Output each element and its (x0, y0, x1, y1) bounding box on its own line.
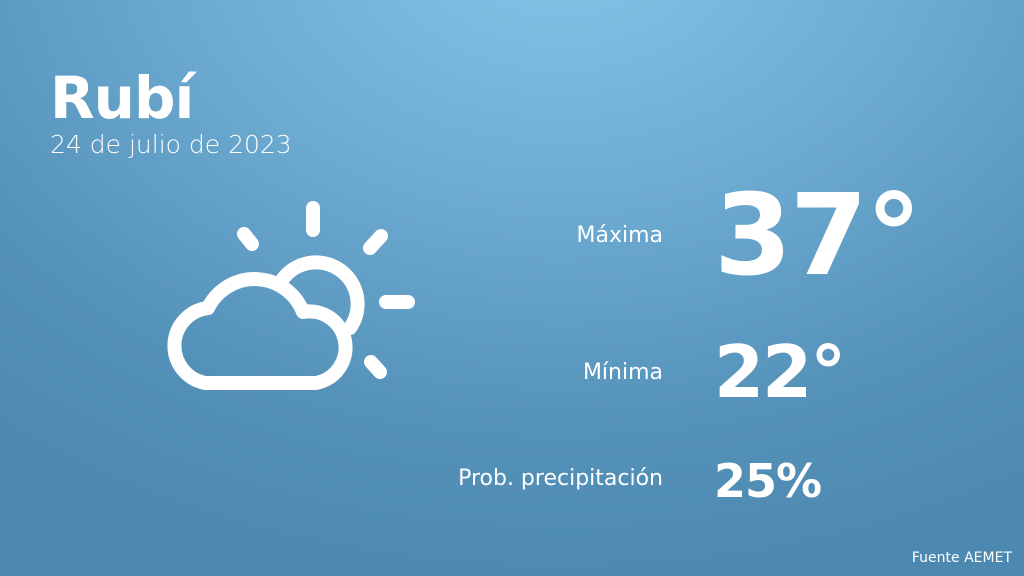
sun-ray (237, 227, 259, 251)
forecast-date: 24 de julio de 2023 (50, 130, 292, 159)
sun-ray (363, 229, 388, 255)
max-temp-label: Máxima (576, 223, 663, 248)
cloud (167, 272, 353, 390)
source-credit: Fuente AEMET (911, 550, 1012, 566)
city-name: Rubí (50, 64, 194, 132)
sun-ray (364, 355, 387, 379)
precipitation-label: Prob. precipitación (458, 466, 663, 491)
precipitation-value: 25% (714, 454, 822, 508)
min-temp-value: 22° (714, 330, 846, 414)
max-temp-value: 37° (714, 171, 922, 301)
sun-arc (275, 255, 365, 335)
min-temp-label: Mínima (582, 360, 663, 385)
